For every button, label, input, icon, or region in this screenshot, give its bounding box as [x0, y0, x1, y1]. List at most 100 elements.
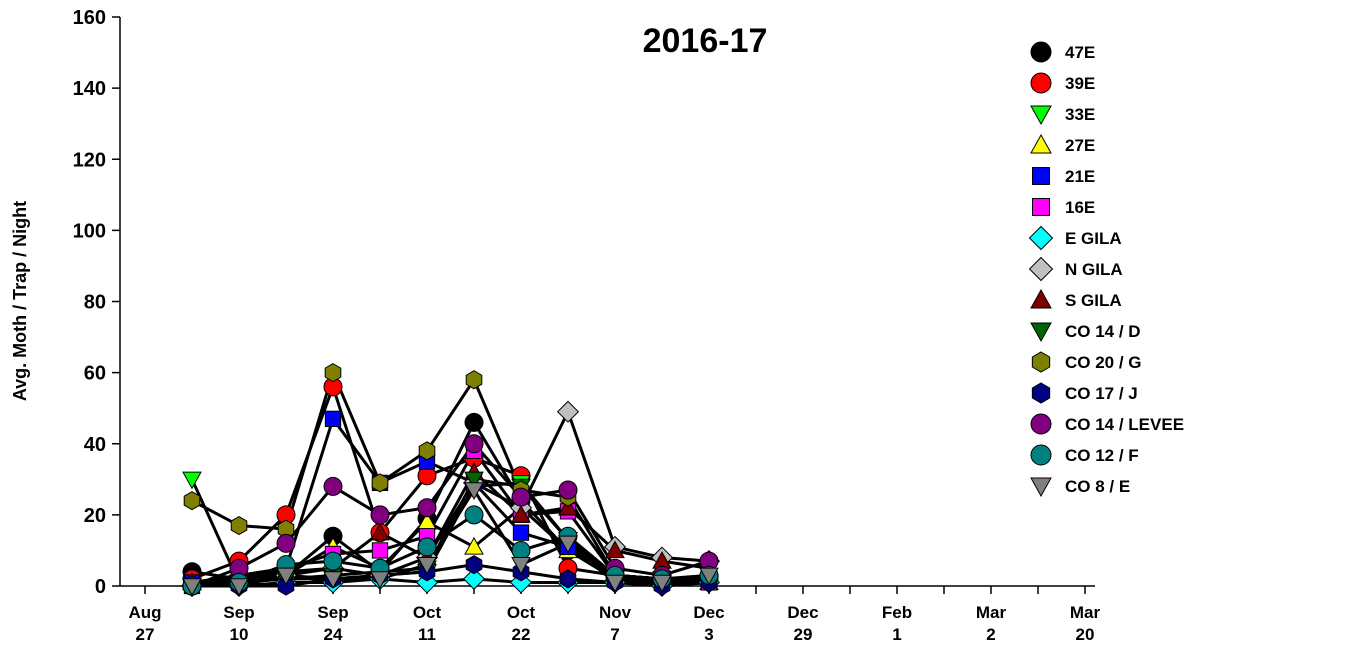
data-point	[464, 471, 484, 490]
data-point	[229, 578, 249, 597]
data-point	[464, 505, 484, 525]
legend-marker	[1028, 256, 1054, 282]
legend-label: 27E	[1065, 136, 1095, 155]
data-point	[512, 524, 530, 541]
data-point	[464, 482, 484, 501]
legend-label: CO 14 / LEVEE	[1065, 415, 1184, 434]
legend-marker	[1030, 444, 1052, 466]
data-point	[511, 504, 531, 523]
legend-marker	[1030, 133, 1052, 154]
y-tick-label: 140	[73, 78, 106, 100]
data-point	[182, 578, 202, 597]
y-tick-label: 60	[84, 363, 106, 385]
legend-marker	[1031, 382, 1051, 404]
legend-marker	[1030, 322, 1052, 343]
data-point	[276, 567, 296, 586]
legend-label: CO 17 / J	[1065, 384, 1138, 403]
data-point	[277, 576, 295, 596]
data-point	[558, 480, 578, 500]
data-point	[558, 497, 578, 516]
data-point	[370, 522, 390, 541]
data-point	[323, 551, 343, 571]
data-point	[324, 410, 342, 428]
y-tick-label: 0	[95, 576, 106, 598]
legend-label: 39E	[1065, 74, 1095, 93]
data-point	[323, 476, 343, 496]
data-point	[462, 567, 486, 590]
x-tick-label: Feb 1	[882, 603, 912, 644]
legend-marker	[1032, 167, 1050, 185]
legend-label: CO 8 / E	[1065, 477, 1130, 496]
legend-marker	[1032, 198, 1050, 216]
data-point	[558, 535, 578, 554]
data-point	[605, 574, 625, 593]
legend-marker	[1030, 288, 1052, 309]
x-tick-label: Mar 2	[976, 603, 1007, 644]
y-tick-label: 80	[84, 292, 106, 314]
legend-label: 21E	[1065, 167, 1095, 186]
x-tick-label: Sep 24	[317, 603, 348, 644]
x-tick-label: Dec 29	[787, 603, 818, 644]
data-point	[464, 536, 484, 555]
legend-label: S GILA	[1065, 291, 1122, 310]
legend-marker	[1031, 351, 1051, 373]
legend-label: CO 20 / G	[1065, 353, 1142, 372]
y-tick-label: 120	[73, 149, 106, 171]
data-point	[230, 515, 248, 536]
data-point	[465, 370, 483, 390]
data-point	[371, 542, 389, 559]
legend-label: 47E	[1065, 43, 1095, 62]
series-line	[191, 419, 710, 584]
data-point	[605, 540, 625, 559]
data-point	[371, 473, 389, 493]
data-point	[465, 555, 483, 575]
data-point	[464, 434, 484, 454]
y-tick-label: 20	[84, 505, 106, 527]
data-point	[464, 412, 484, 432]
y-tick-label: 100	[73, 220, 106, 242]
data-point	[699, 567, 719, 586]
y-axis-label: Avg. Moth / Trap / Night	[10, 201, 30, 401]
x-tick-label: Mar 20	[1070, 603, 1101, 644]
x-tick-label: Oct 22	[507, 603, 536, 644]
legend-marker	[1030, 105, 1052, 126]
data-point	[511, 487, 531, 507]
series-line	[191, 407, 710, 588]
data-point	[418, 441, 436, 461]
legend-label: 16E	[1065, 198, 1095, 217]
legend-label: CO 14 / D	[1065, 322, 1141, 341]
legend-label: N GILA	[1065, 260, 1123, 279]
x-tick-label: Sep 10	[223, 603, 254, 644]
data-point	[276, 533, 296, 553]
data-point	[182, 471, 202, 490]
data-point	[324, 363, 342, 383]
x-tick-label: Oct 11	[413, 603, 442, 644]
data-point	[417, 498, 437, 518]
data-point	[652, 574, 672, 593]
legend-marker	[1030, 413, 1052, 435]
data-point	[556, 400, 580, 423]
legend-marker	[1030, 72, 1052, 94]
data-point	[511, 540, 531, 560]
x-tick-label: Aug 27	[128, 603, 161, 644]
data-point	[417, 537, 437, 557]
y-tick-label: 40	[84, 434, 106, 456]
data-point	[183, 491, 201, 511]
data-point	[370, 505, 390, 525]
data-point	[323, 571, 343, 589]
legend-label: 33E	[1065, 105, 1095, 124]
series-line	[191, 415, 710, 584]
data-point	[417, 556, 437, 575]
chart-title: 2016-17	[643, 22, 768, 60]
x-tick-label: Dec 3	[693, 603, 724, 644]
legend-label: E GILA	[1065, 229, 1122, 248]
data-point	[559, 569, 577, 589]
legend-label: CO 12 / F	[1065, 446, 1139, 465]
legend-marker	[1030, 477, 1052, 498]
x-tick-label: Nov 7	[599, 603, 632, 644]
data-point	[511, 556, 531, 575]
legend-marker	[1028, 225, 1054, 251]
legend-marker	[1030, 41, 1052, 63]
y-tick-label: 160	[73, 7, 106, 29]
